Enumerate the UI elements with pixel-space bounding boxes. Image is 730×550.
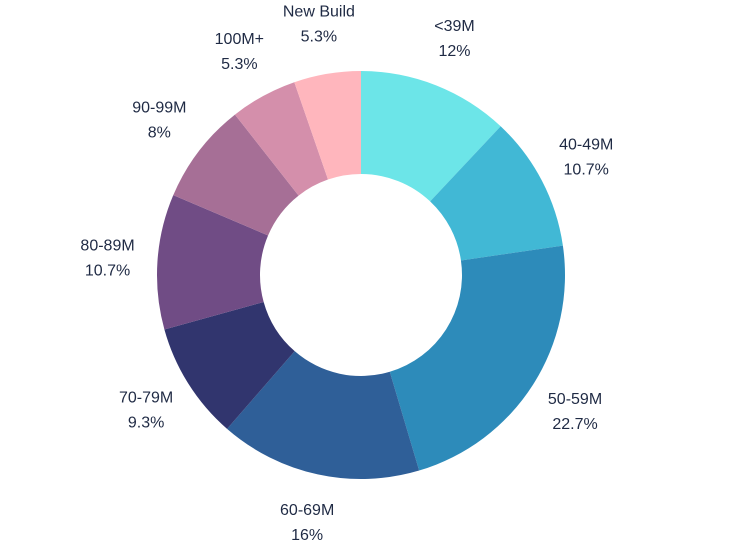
slice-label-100m: 100M+ 5.3%	[215, 31, 264, 73]
slice-50-59m	[389, 245, 565, 471]
slice-70-79m	[164, 301, 295, 429]
slice-category-label: 60-69M	[280, 502, 334, 519]
slice-90-99m	[173, 114, 299, 236]
slice-60-69m	[227, 351, 420, 479]
slice-category-label: 50-59M	[548, 391, 602, 408]
slice-value-label: 8%	[148, 125, 171, 142]
slice-category-label: 70-79M	[119, 389, 173, 406]
slice-category-label: 100M+	[215, 31, 264, 48]
slice-category-label: 40-49M	[559, 137, 613, 154]
slice-value-label: 5.3%	[221, 56, 257, 73]
slice-category-label: 80-89M	[80, 237, 134, 254]
slice-39m	[361, 71, 501, 202]
slice-100m	[234, 82, 328, 196]
slice-label-39m: <39M 12%	[434, 18, 474, 60]
slice-value-label: 10.7%	[564, 162, 609, 179]
slice-label-80-89m: 80-89M 10.7%	[80, 237, 134, 279]
slice-value-label: 10.7%	[85, 262, 130, 279]
slice-label-50-59m: 50-59M 22.7%	[548, 391, 602, 433]
slice-label-70-79m: 70-79M 9.3%	[119, 389, 173, 431]
slice-category-label: New Build	[283, 4, 355, 21]
labels-layer: <39M 12% 40-49M 10.7% 50-59M 22.7% 60-69M 16% 70…	[80, 4, 613, 545]
slice-value-label: 16%	[291, 527, 323, 544]
slice-label-40-49m: 40-49M 10.7%	[559, 137, 613, 179]
slice-label-90-99m: 90-99M 8%	[132, 100, 186, 142]
slice-new-build	[294, 71, 361, 180]
slice-40-49m	[430, 126, 563, 261]
slice-80-89m	[157, 195, 269, 330]
slices-layer	[157, 71, 565, 479]
slice-category-label: <39M	[434, 18, 474, 35]
slice-value-label: 22.7%	[552, 416, 597, 433]
slice-value-label: 12%	[438, 43, 470, 60]
slice-label-new-build: New Build 5.3%	[283, 4, 355, 46]
slice-value-label: 9.3%	[128, 414, 164, 431]
slice-category-label: 90-99M	[132, 100, 186, 117]
slice-label-60-69m: 60-69M 16%	[280, 502, 334, 544]
slice-value-label: 5.3%	[301, 29, 337, 46]
